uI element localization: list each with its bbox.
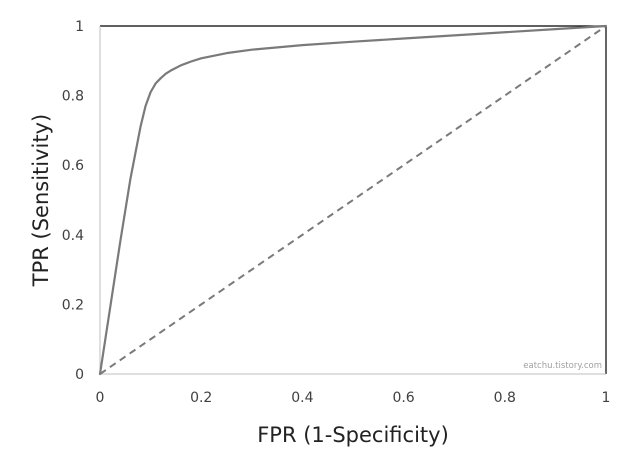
x-tick-label: 0.6: [392, 390, 414, 406]
plot-frame: [99, 25, 607, 375]
y-axis-title: TPR (Sensitivity): [29, 114, 53, 287]
x-tick-label: 0.2: [190, 390, 212, 406]
y-axis-ticks: 0 0.2 0.4 0.6 0.8 1: [62, 19, 84, 383]
x-tick-label: 1: [602, 390, 611, 406]
y-tick-label: 0.8: [62, 89, 84, 105]
x-tick-label: 0.4: [291, 390, 313, 406]
series-layer: [98, 24, 608, 376]
x-tick-label: 0.8: [494, 390, 516, 406]
watermark-text: eatchu.tistory.com: [523, 361, 602, 371]
y-tick-label: 0: [75, 367, 84, 383]
y-tick-label: 0.4: [62, 228, 84, 244]
x-axis-ticks: 0 0.2 0.4 0.6 0.8 1: [96, 390, 611, 406]
y-tick-label: 1: [75, 19, 84, 35]
roc-curve-line: [98, 24, 608, 376]
reference-diagonal-line: [99, 25, 607, 375]
y-tick-label: 0.6: [62, 158, 84, 174]
y-tick-label: 0.2: [62, 297, 84, 313]
x-tick-label: 0: [96, 390, 105, 406]
x-axis-title: FPR (1-Specificity): [257, 423, 449, 447]
